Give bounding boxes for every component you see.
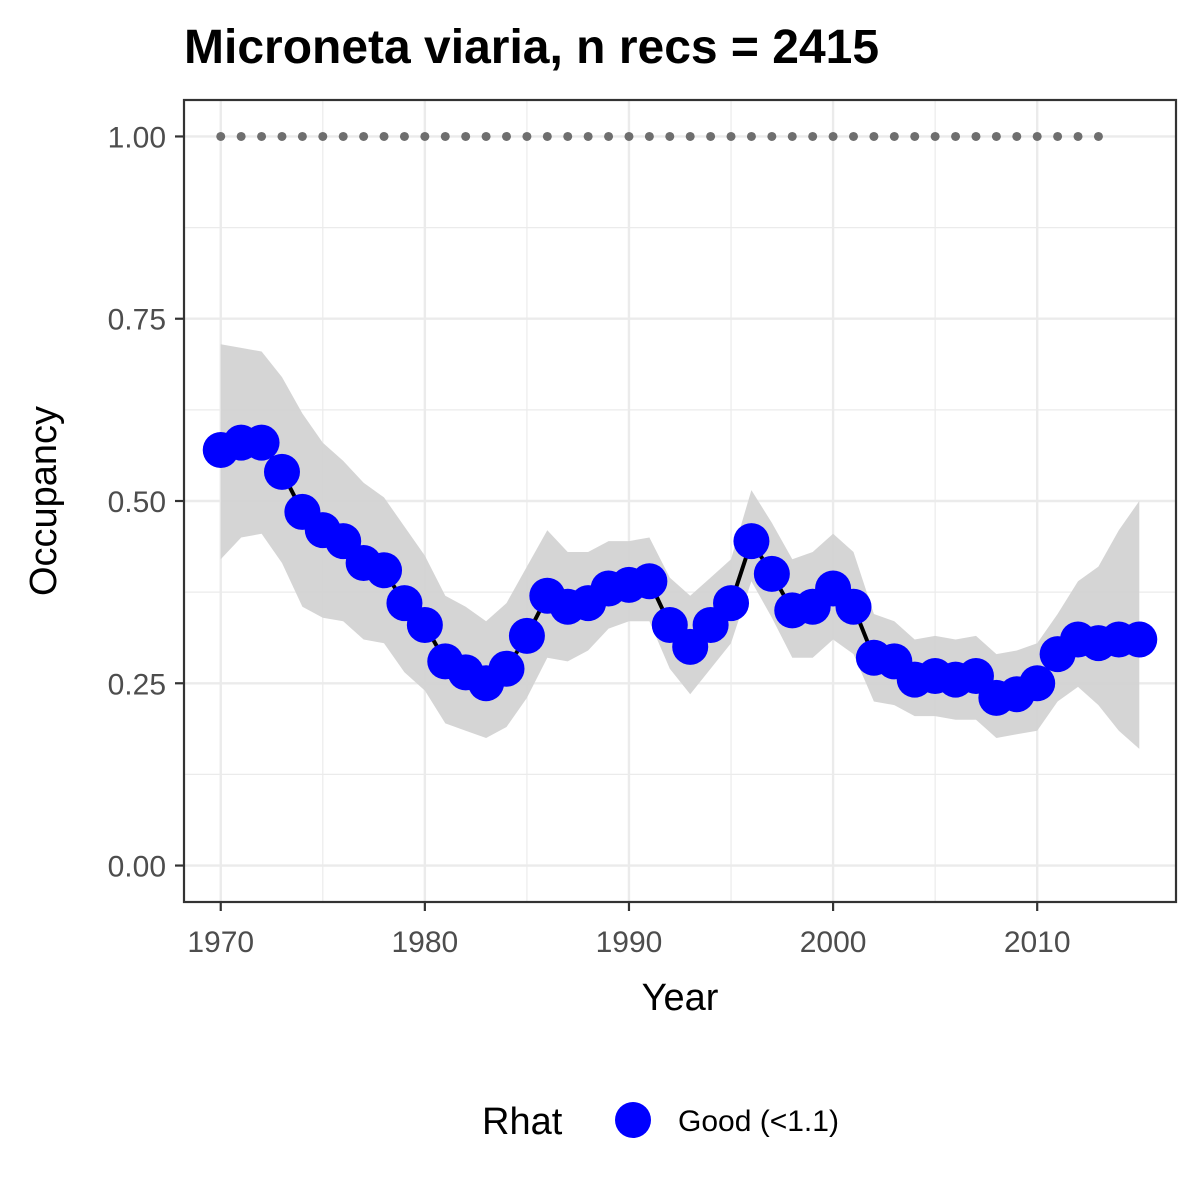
reference-point [216,131,226,141]
data-point [1019,665,1056,702]
x-axis: 1970 1980 1990 2000 2010 [187,902,1071,959]
reference-point [420,131,430,141]
x-tick-label: 1980 [391,926,458,959]
x-axis-title: Year [642,977,719,1019]
reference-point [991,131,1001,141]
reference-point [522,131,532,141]
reference-point [1073,131,1083,141]
data-point [733,523,770,560]
y-tick-label: 0.75 [108,304,166,337]
reference-point [236,131,246,141]
data-point [243,424,280,461]
reference-point [542,131,552,141]
data-point [753,555,790,592]
data-point [488,650,525,687]
data-point [263,453,300,490]
reference-point [889,131,899,141]
reference-point [767,131,777,141]
reference-point [726,131,736,141]
reference-point [930,131,940,141]
reference-point [604,131,614,141]
reference-point [706,131,716,141]
reference-point [951,131,961,141]
reference-point [644,131,654,141]
reference-point [869,131,879,141]
reference-point [583,131,593,141]
reference-point [1032,131,1042,141]
reference-point [502,131,512,141]
reference-point [257,131,267,141]
reference-point [1012,131,1022,141]
data-point [631,563,668,600]
reference-point [481,131,491,141]
reference-point [746,131,756,141]
reference-point [359,131,369,141]
x-tick-label: 1970 [187,926,254,959]
data-point [406,606,443,643]
reference-point [1093,131,1103,141]
x-tick-label: 2000 [800,926,867,959]
legend-key-good [615,1102,651,1138]
reference-point [461,131,471,141]
occupancy-points [202,424,1158,716]
reference-point [379,131,389,141]
reference-point [910,131,920,141]
chart-title: Microneta viaria, n recs = 2415 [184,21,879,74]
y-tick-label: 0.50 [108,486,166,519]
reference-point [563,131,573,141]
reference-point [624,131,634,141]
x-tick-label: 2010 [1004,926,1071,959]
y-tick-label: 1.00 [108,121,166,154]
reference-point [1053,131,1063,141]
reference-point [399,131,409,141]
x-tick-label: 1990 [596,926,663,959]
reference-point [318,131,328,141]
legend-label-good: Good (<1.1) [678,1105,839,1138]
reference-point [787,131,797,141]
data-point [366,552,403,589]
reference-point [665,131,675,141]
reference-point [685,131,695,141]
legend: Rhat Good (<1.1) [482,1101,839,1143]
data-point [1121,621,1158,658]
y-axis-title: Occupancy [23,406,65,596]
y-tick-label: 0.25 [108,668,166,701]
legend-title: Rhat [482,1101,563,1143]
reference-point [297,131,307,141]
y-axis: 0.00 0.25 0.50 0.75 1.00 [108,121,184,884]
data-point [713,585,750,622]
reference-point [848,131,858,141]
reference-point [971,131,981,141]
reference-point [440,131,450,141]
reference-point [338,131,348,141]
reference-point [828,131,838,141]
reference-point [277,131,287,141]
y-tick-label: 0.00 [108,851,166,884]
reference-points [216,131,1103,141]
reference-point [808,131,818,141]
data-point [508,617,545,654]
data-point [835,588,872,625]
